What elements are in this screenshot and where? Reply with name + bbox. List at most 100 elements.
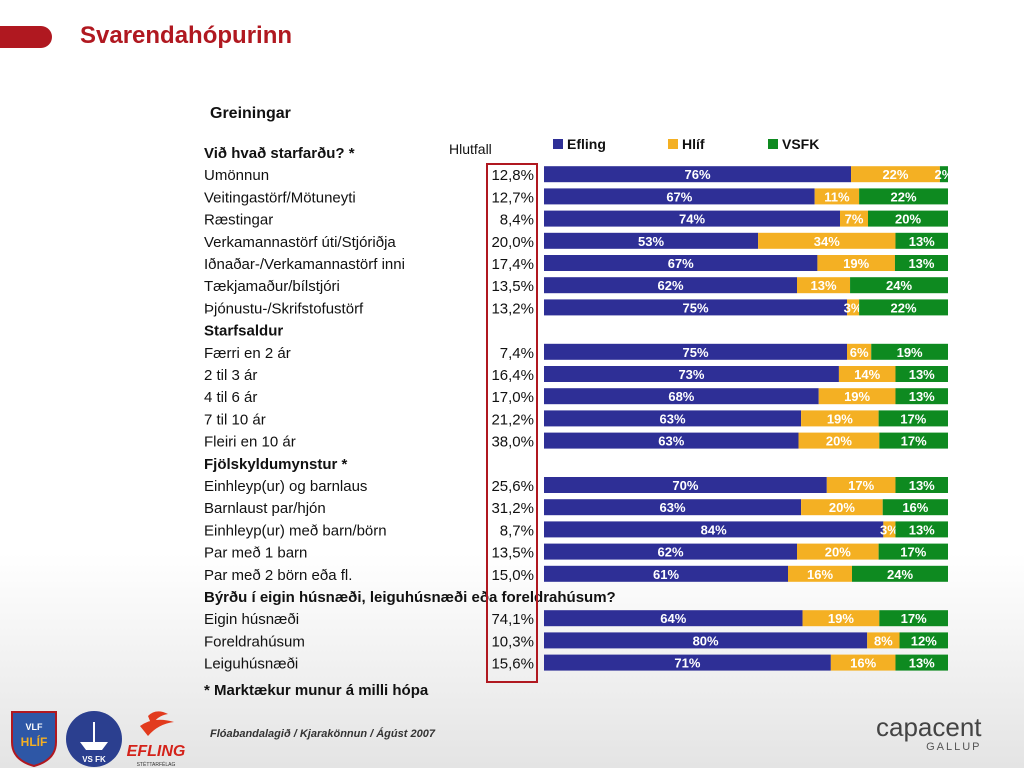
bar-segment-efling bbox=[544, 654, 831, 671]
bar-value-label: 13% bbox=[909, 389, 935, 404]
row-label: Fleiri en 10 ár bbox=[204, 434, 296, 451]
bar-segment-hlíf bbox=[797, 543, 879, 560]
bar-value-label: 22% bbox=[891, 300, 917, 315]
bar-value-label: 13% bbox=[909, 522, 935, 537]
bar-segment-efling bbox=[544, 477, 827, 493]
bar-value-label: 71% bbox=[674, 656, 700, 671]
bar-value-label: 74% bbox=[679, 212, 705, 227]
bar-segment-hlíf bbox=[797, 277, 851, 294]
bar-segment-efling bbox=[544, 188, 815, 205]
bar-segment-efling bbox=[544, 499, 802, 516]
bar-value-label: 75% bbox=[682, 345, 708, 360]
group-header: Býrðu í eigin húsnæði, leiguhúsnæði eða … bbox=[204, 589, 616, 606]
bar-segment-hlíf bbox=[817, 255, 895, 271]
svg-text:VLF: VLF bbox=[26, 722, 44, 732]
bar-value-label: 22% bbox=[891, 189, 917, 204]
bar-segment-vsfk bbox=[894, 255, 948, 271]
bar-segment-efling bbox=[544, 210, 840, 227]
bar-value-label: 75% bbox=[682, 300, 708, 315]
bar-segment-efling bbox=[544, 343, 847, 360]
row-share: 17,4% bbox=[491, 256, 534, 273]
bar-segment-vsfk bbox=[895, 654, 948, 671]
bar-value-label: 20% bbox=[829, 500, 855, 515]
bar-value-label: 17% bbox=[900, 411, 926, 426]
row-share: 74,1% bbox=[491, 611, 534, 628]
bar-value-label: 20% bbox=[895, 212, 921, 227]
svg-text:EFLING: EFLING bbox=[127, 743, 186, 760]
group-header: Við hvað starfarðu? * bbox=[204, 145, 355, 162]
bar-segment-vsfk bbox=[852, 565, 948, 582]
bar-segment-efling bbox=[544, 521, 884, 538]
bar-value-label: 12% bbox=[911, 633, 937, 648]
bar-value-label: 63% bbox=[658, 434, 684, 449]
row-share: 21,2% bbox=[491, 411, 534, 428]
bar-value-label: 19% bbox=[844, 389, 870, 404]
row-label: Þjónustu-/Skrifstofustörf bbox=[204, 300, 364, 317]
row-share: 8,4% bbox=[500, 212, 534, 229]
bar-segment-efling bbox=[544, 299, 847, 316]
bar-value-label: 20% bbox=[826, 434, 852, 449]
row-share: 12,7% bbox=[491, 189, 534, 206]
bar-segment-efling bbox=[544, 432, 799, 449]
bar-segment-efling bbox=[544, 543, 798, 560]
efling-logo: EFLING STÉTTARFÉLAG bbox=[127, 711, 186, 768]
row-label: Verkamannastörf úti/Stjóriðja bbox=[204, 234, 396, 251]
bar-value-label: 62% bbox=[657, 545, 683, 560]
row-label: Einhleyp(ur) og barnlaus bbox=[204, 478, 367, 495]
bar-value-label: 3% bbox=[844, 300, 863, 315]
bar-segment-vsfk bbox=[895, 388, 948, 405]
bar-value-label: 13% bbox=[909, 367, 935, 382]
row-share: 13,2% bbox=[491, 300, 534, 317]
bar-value-label: 16% bbox=[807, 567, 833, 582]
svg-text:HLÍF: HLÍF bbox=[21, 734, 48, 749]
row-label: 7 til 10 ár bbox=[204, 411, 266, 428]
bar-value-label: 22% bbox=[882, 167, 908, 182]
legend-swatch-hlíf bbox=[668, 139, 678, 149]
footnote: * Marktækur munur á milli hópa bbox=[204, 682, 429, 699]
bar-segment-vsfk bbox=[878, 410, 948, 427]
row-label: Barnlaust par/hjón bbox=[204, 500, 326, 517]
bar-value-label: 62% bbox=[657, 278, 683, 293]
bar-value-label: 76% bbox=[685, 167, 711, 182]
bar-segment-hlíf bbox=[798, 432, 880, 449]
bar-value-label: 16% bbox=[850, 656, 876, 671]
bar-segment-hlíf bbox=[851, 166, 940, 183]
bar-segment-hlíf bbox=[838, 366, 896, 382]
bar-segment-hlíf bbox=[840, 210, 868, 227]
row-label: 2 til 3 ár bbox=[204, 367, 257, 384]
bar-segment-efling bbox=[544, 410, 802, 427]
bar-value-label: 6% bbox=[850, 345, 869, 360]
bar-segment-vsfk bbox=[871, 343, 948, 360]
row-label: Færri en 2 ár bbox=[204, 345, 291, 362]
bar-value-label: 16% bbox=[902, 500, 928, 515]
hlif-logo: VLF HLÍF bbox=[11, 711, 57, 768]
bar-value-label: 13% bbox=[908, 256, 934, 271]
bar-value-label: 63% bbox=[660, 500, 686, 515]
bar-value-label: 19% bbox=[843, 256, 869, 271]
bar-value-label: 13% bbox=[909, 656, 935, 671]
bar-value-label: 53% bbox=[638, 234, 664, 249]
bar-value-label: 68% bbox=[668, 389, 694, 404]
bar-segment-hlíf bbox=[847, 299, 860, 316]
title-accent-bar bbox=[0, 26, 52, 48]
legend-swatch-efling bbox=[553, 139, 563, 149]
bar-value-label: 19% bbox=[897, 345, 923, 360]
group-header: Starfsaldur bbox=[204, 323, 283, 340]
page-title: Svarendahópurinn bbox=[80, 22, 293, 49]
bar-segment-vsfk bbox=[895, 521, 948, 538]
bar-value-label: 24% bbox=[887, 567, 913, 582]
legend-label-vsfk: VSFK bbox=[782, 136, 819, 152]
bar-value-label: 17% bbox=[901, 611, 927, 626]
bar-value-label: 8% bbox=[874, 633, 893, 648]
bar-segment-vsfk bbox=[899, 632, 948, 649]
bar-value-label: 34% bbox=[814, 234, 840, 249]
bar-segment-vsfk bbox=[939, 166, 948, 183]
bar-segment-efling bbox=[544, 166, 852, 183]
bar-segment-efling bbox=[544, 565, 788, 582]
row-share: 17,0% bbox=[491, 389, 534, 406]
bar-value-label: 70% bbox=[672, 478, 698, 493]
row-label: Veitingastörf/Mötuneyti bbox=[204, 189, 356, 206]
share-column-header: Hlutfall bbox=[449, 141, 492, 157]
bar-value-label: 13% bbox=[909, 478, 935, 493]
row-share: 13,5% bbox=[491, 545, 534, 562]
